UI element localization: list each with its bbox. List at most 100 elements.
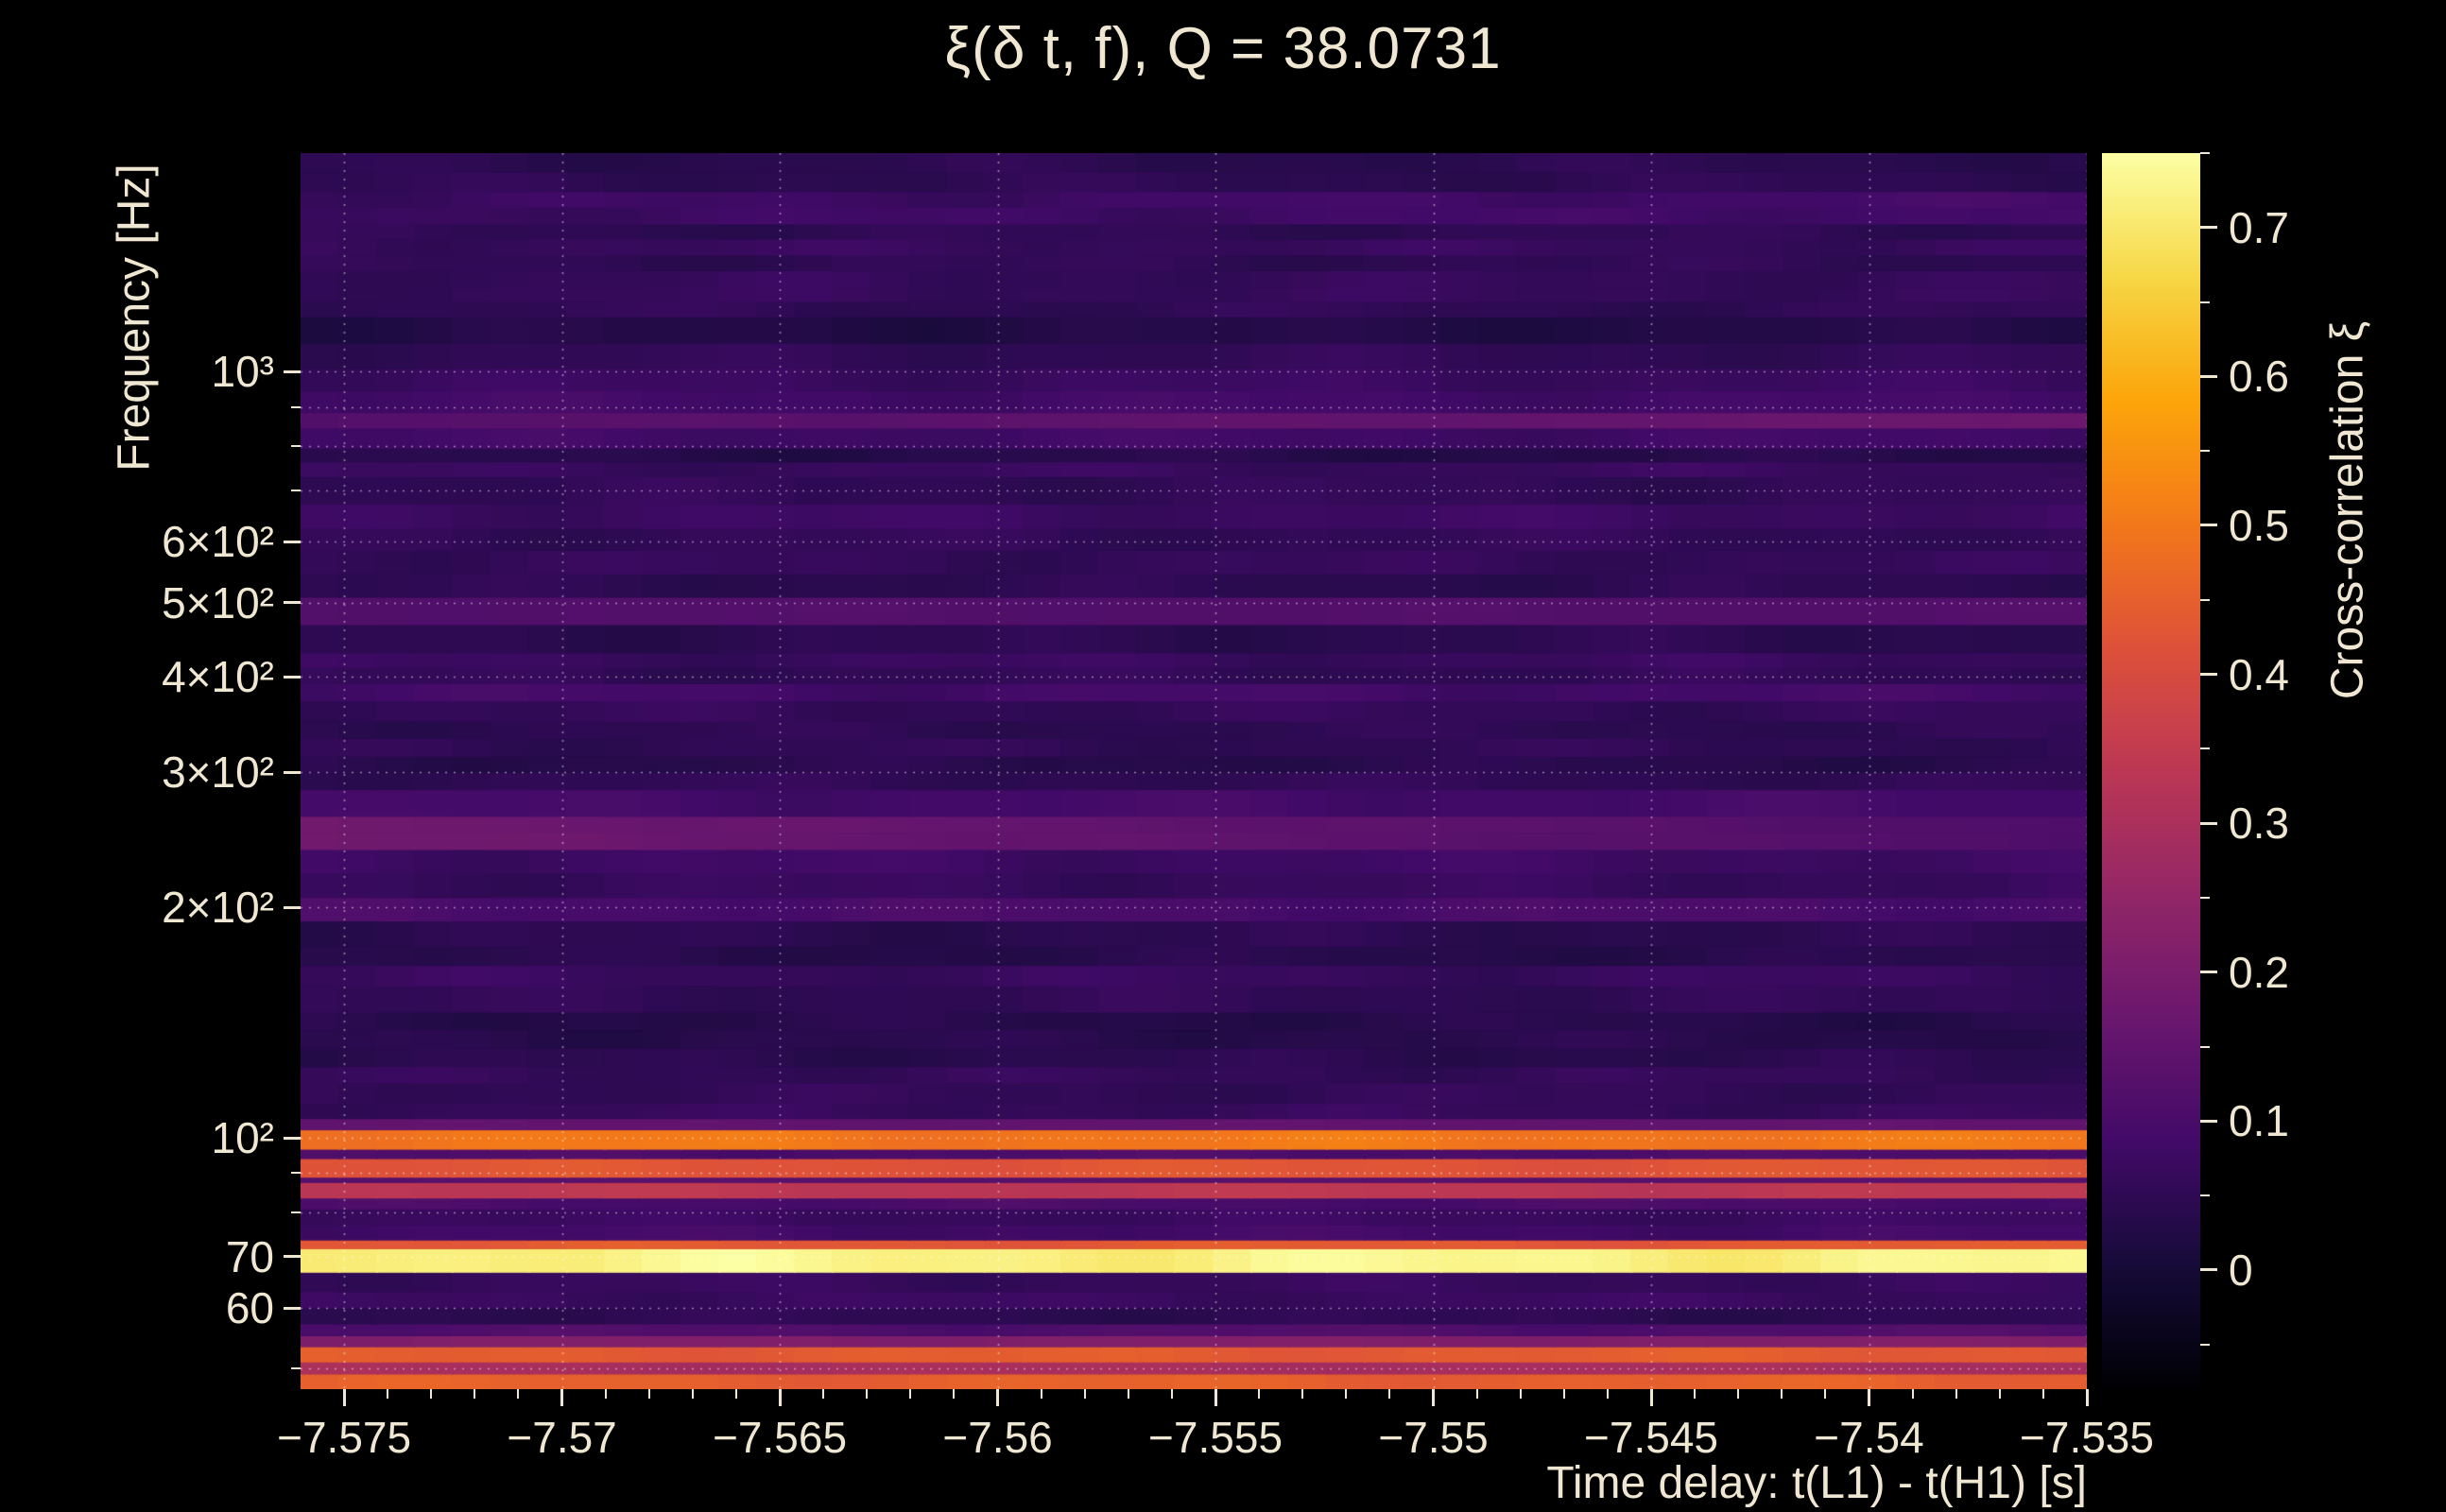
x-minor-tick	[1475, 1389, 1478, 1399]
x-axis-label: Time delay: t(L1) - t(H1) [s]	[1546, 1458, 2087, 1508]
colorbar-tick	[2200, 673, 2217, 677]
x-tick	[778, 1389, 782, 1406]
x-minor-tick	[1606, 1389, 1609, 1399]
x-minor-tick	[1519, 1389, 1522, 1399]
y-tick	[284, 540, 301, 543]
y-tick-label: 10²	[211, 1113, 274, 1163]
x-tick-label: −7.54	[1814, 1413, 1924, 1462]
x-minor-tick	[474, 1389, 476, 1399]
colorbar-tick-label: 0.7	[2229, 202, 2289, 252]
x-tick	[1432, 1389, 1436, 1406]
x-minor-tick	[1258, 1389, 1261, 1399]
x-tick-label: −7.575	[277, 1413, 412, 1462]
y-tick-label: 2×10²	[162, 883, 274, 933]
x-minor-tick	[1998, 1389, 2001, 1399]
y-tick	[284, 1255, 301, 1259]
y-tick-label: 4×10²	[162, 652, 274, 702]
x-minor-tick	[1955, 1389, 1957, 1399]
y-tick-label: 6×10²	[162, 517, 274, 567]
x-tick	[2085, 1389, 2089, 1406]
x-minor-tick	[822, 1389, 825, 1399]
x-minor-tick	[1388, 1389, 1391, 1399]
x-tick	[996, 1389, 1000, 1406]
x-tick	[1868, 1389, 1870, 1406]
colorbar-tick	[2200, 1268, 2217, 1272]
colorbar-minor-tick	[2200, 152, 2210, 154]
y-tick-label: 3×10²	[162, 747, 274, 798]
x-minor-tick	[430, 1389, 433, 1399]
x-tick	[1214, 1389, 1217, 1406]
colorbar-tick-label: 0.2	[2229, 947, 2289, 997]
y-minor-tick	[291, 445, 301, 448]
colorbar-minor-tick	[2200, 1343, 2210, 1346]
y-minor-tick	[291, 1367, 301, 1370]
colorbar-minor-tick	[2200, 450, 2210, 453]
colorbar-minor-tick	[2200, 301, 2210, 303]
colorbar-tick	[2200, 821, 2217, 825]
x-minor-tick	[734, 1389, 737, 1399]
y-tick	[284, 369, 301, 373]
x-minor-tick	[387, 1389, 389, 1399]
x-minor-tick	[953, 1389, 956, 1399]
colorbar-canvas	[2102, 153, 2200, 1389]
x-minor-tick	[1737, 1389, 1740, 1399]
x-tick-label: −7.56	[942, 1413, 1053, 1462]
x-minor-tick	[1694, 1389, 1697, 1399]
y-tick	[284, 601, 301, 605]
x-minor-tick	[866, 1389, 869, 1399]
heatmap-canvas	[301, 153, 2087, 1389]
y-tick	[284, 770, 301, 774]
colorbar-tick	[2200, 1119, 2217, 1123]
x-minor-tick	[1562, 1389, 1565, 1399]
x-tick	[560, 1389, 564, 1406]
x-tick-label: −7.535	[2020, 1413, 2154, 1462]
x-tick-label: −7.55	[1378, 1413, 1489, 1462]
x-minor-tick	[1781, 1389, 1783, 1399]
x-tick-label: −7.545	[1584, 1413, 1718, 1462]
y-tick	[284, 905, 301, 909]
x-tick-label: −7.57	[507, 1413, 617, 1462]
colorbar-minor-tick	[2200, 896, 2210, 899]
y-tick-label: 10³	[211, 347, 274, 397]
x-minor-tick	[2041, 1389, 2044, 1399]
x-tick-label: −7.565	[713, 1413, 848, 1462]
colorbar-tick-label: 0.4	[2229, 649, 2289, 699]
colorbar-tick-label: 0	[2229, 1245, 2253, 1295]
colorbar-minor-tick	[2200, 598, 2210, 601]
chart-title: ξ(δ t, f), Q = 38.0731	[944, 16, 1502, 81]
y-axis-label: Frequency [Hz]	[109, 163, 160, 472]
colorbar-minor-tick	[2200, 1045, 2210, 1048]
colorbar-tick	[2200, 226, 2217, 230]
y-tick	[284, 1136, 301, 1140]
colorbar-tick	[2200, 374, 2217, 378]
x-minor-tick	[1127, 1389, 1129, 1399]
colorbar-minor-tick	[2200, 747, 2210, 750]
colorbar-tick-label: 0.6	[2229, 352, 2289, 402]
x-minor-tick	[1040, 1389, 1042, 1399]
colorbar-minor-tick	[2200, 1194, 2210, 1197]
y-minor-tick	[291, 405, 301, 408]
x-minor-tick	[1911, 1389, 1914, 1399]
x-minor-tick	[1301, 1389, 1304, 1399]
y-tick	[284, 675, 301, 679]
x-minor-tick	[1824, 1389, 1827, 1399]
x-tick-label: −7.555	[1148, 1413, 1283, 1462]
x-minor-tick	[691, 1389, 694, 1399]
x-minor-tick	[909, 1389, 912, 1399]
y-minor-tick	[291, 1211, 301, 1213]
y-tick	[284, 1306, 301, 1310]
x-minor-tick	[517, 1389, 520, 1399]
colorbar-tick-label: 0.3	[2229, 799, 2289, 849]
x-tick	[1649, 1389, 1653, 1406]
x-minor-tick	[647, 1389, 650, 1399]
colorbar-tick-label: 0.1	[2229, 1096, 2289, 1146]
x-minor-tick	[1170, 1389, 1173, 1399]
y-tick-label: 70	[225, 1231, 274, 1281]
y-tick-label: 5×10²	[162, 577, 274, 627]
x-minor-tick	[1345, 1389, 1348, 1399]
colorbar-tick-label: 0.5	[2229, 500, 2289, 550]
y-minor-tick	[291, 1172, 301, 1175]
colorbar-tick	[2200, 971, 2217, 974]
x-minor-tick	[604, 1389, 607, 1399]
